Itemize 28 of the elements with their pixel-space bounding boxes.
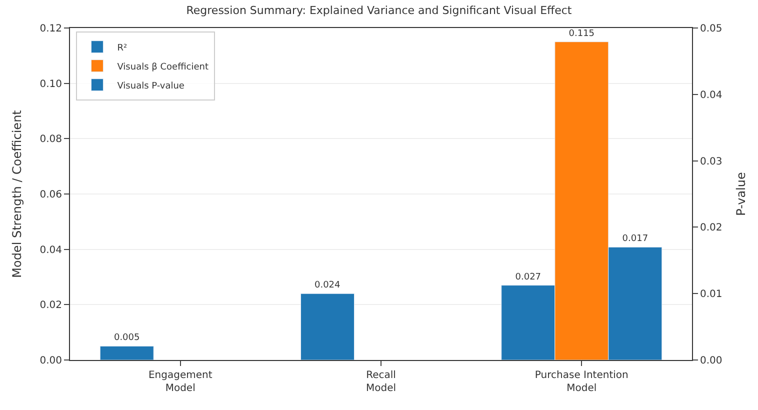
data-label: 0.017 <box>622 234 648 244</box>
y-tick-label: 0.04 <box>40 244 62 256</box>
y-axis-title: Model Strength / Coefficient <box>10 110 24 278</box>
x-tick-label: Purchase Intention Model <box>534 370 628 394</box>
y2-tick-label: 0.05 <box>700 24 722 34</box>
y2-tick-label: 0.01 <box>700 289 722 300</box>
y-tick-label: 0.12 <box>40 24 62 34</box>
chart-title: Regression Summary: Explained Variance and Significant Visual Effect <box>186 4 572 17</box>
data-label: 0.115 <box>568 28 595 39</box>
y2-tick-label: 0.03 <box>700 156 722 168</box>
y-tick-label: 0.08 <box>40 134 62 146</box>
data-label: 0.005 <box>114 333 140 344</box>
legend-label: Visuals P-value <box>117 81 185 92</box>
data-label: 0.027 <box>515 272 542 282</box>
x-tick-label: Recall Model <box>366 370 396 394</box>
x-tick-label: Engagement Model <box>148 370 212 394</box>
y-tick-label: 0.06 <box>40 190 62 200</box>
y-tick-label: 0.02 <box>40 300 62 312</box>
y2-tick-label: 0.00 <box>700 356 722 366</box>
y-tick-label: 0.10 <box>40 78 62 90</box>
legend-label: Visuals β Coefficient <box>117 62 209 72</box>
data-label: 0.024 <box>314 280 341 291</box>
y2-tick-label: 0.02 <box>700 222 722 234</box>
y2-tick-label: 0.04 <box>700 90 722 101</box>
bar <box>100 346 154 360</box>
y-tick-label: 0.00 <box>40 356 62 366</box>
legend-label: R² <box>117 43 128 54</box>
y2-axis-title: P-value <box>734 172 748 216</box>
